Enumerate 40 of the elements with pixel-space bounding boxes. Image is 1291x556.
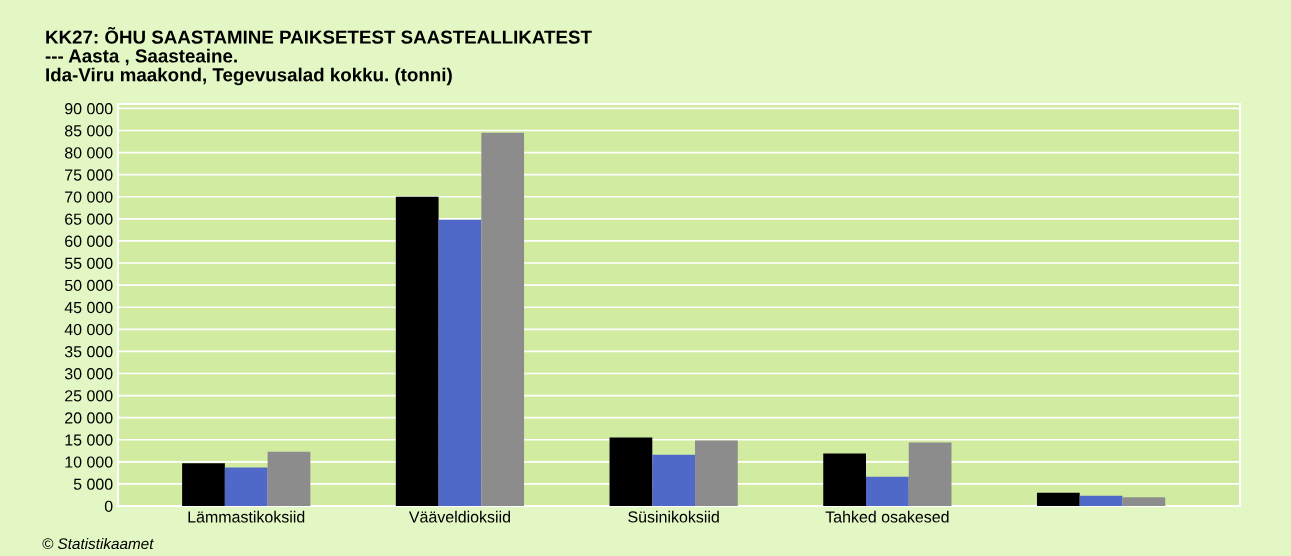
- y-tick-label: 60 000: [65, 235, 113, 247]
- bar: [908, 442, 952, 506]
- y-tick-label: 5 000: [73, 478, 113, 490]
- chart-title: KK27: ÕHU SAASTAMINE PAIKSETEST SAASTEALLIKATEST --- Aasta , Saasteaine. Ida-Viru maakond, Tegevusalad kokku. (tonni): [45, 26, 592, 86]
- bar: [1036, 492, 1080, 506]
- y-tick-label: 10 000: [65, 456, 113, 468]
- y-tick-label: 70 000: [65, 191, 113, 203]
- bar: [866, 476, 909, 506]
- bar: [823, 453, 866, 506]
- x-tick-label: Vääveldioksiid: [408, 510, 510, 523]
- y-tick-label: 55 000: [64, 257, 113, 269]
- y-tick-label: 80 000: [64, 147, 113, 159]
- x-tick-label: Süsinikoksiid: [628, 510, 719, 523]
- bar: [438, 219, 482, 506]
- bar: [267, 451, 311, 506]
- bar: [1122, 497, 1166, 506]
- y-tick-label: 50 000: [64, 279, 113, 292]
- bar: [182, 463, 225, 506]
- y-tick-label: 40 000: [64, 323, 113, 336]
- y-tick-label: 30 000: [64, 368, 113, 380]
- bar: [652, 454, 696, 506]
- text: © Statistikaamet: [42, 537, 154, 550]
- bar: [395, 196, 439, 506]
- y-tick-label: 35 000: [64, 346, 113, 358]
- bar: [481, 132, 525, 506]
- y-tick-label: 65 000: [65, 213, 113, 225]
- bar: [695, 440, 738, 506]
- y-tick-label: 25 000: [65, 390, 113, 402]
- x-tick-label: Lämmastikoksiid: [188, 510, 305, 523]
- bar: [609, 437, 653, 506]
- y-tick-label: 45 000: [64, 301, 113, 314]
- bar: [1079, 495, 1123, 506]
- y-tick-label: 20 000: [65, 412, 113, 424]
- y-tick-label: 75 000: [65, 169, 113, 181]
- y-tick-label: 0: [104, 500, 113, 512]
- x-tick-label: Tahked osakesed: [825, 510, 949, 523]
- y-tick-label: 15 000: [65, 434, 113, 446]
- y-tick-label: 90 000: [65, 103, 113, 115]
- bar: [224, 467, 268, 506]
- y-tick-label: 85 000: [64, 125, 113, 137]
